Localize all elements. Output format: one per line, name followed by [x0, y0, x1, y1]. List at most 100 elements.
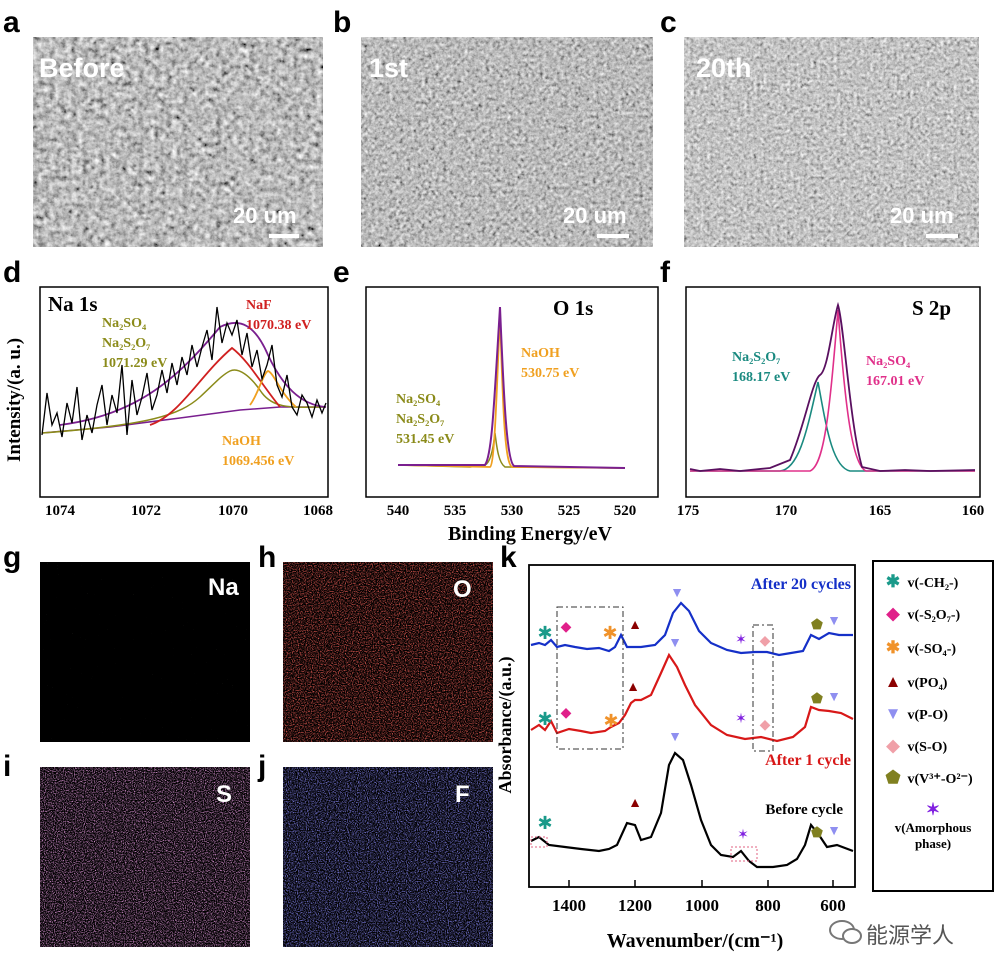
ftir-tick-800: 800 — [755, 896, 781, 915]
legend-label-po4: v(PO₄) — [907, 676, 948, 691]
sem-texture-before — [33, 37, 323, 247]
legend-label-po: v(P-O) — [907, 708, 948, 723]
tick-e-535: 535 — [444, 503, 467, 519]
edx-map-f: F — [283, 767, 493, 947]
marker-s2o7-1: ◆ — [561, 706, 572, 721]
fit-naoh-d — [249, 370, 297, 408]
ann-d-na2so4-3: 1071.29 eV — [102, 356, 167, 371]
tick-d-1070: 1070 — [218, 503, 248, 519]
tick-d-1074: 1074 — [45, 503, 76, 519]
ftir-ylabel: Absorbance/(a.u.) — [495, 656, 516, 793]
xps-ylabel: Intensity/(a. u.) — [4, 338, 25, 462]
sem-image-1st: 1st 20 um — [361, 37, 653, 247]
dashed-box-4 — [730, 846, 758, 862]
legend-label-so: v(S-O) — [907, 740, 948, 755]
panel-letter-f: f — [660, 256, 670, 289]
panel-letter-j: j — [258, 750, 267, 783]
ann-e-na2so4-3: 531.45 eV — [396, 432, 454, 447]
edx-map-o: O — [283, 562, 493, 742]
marker-po2-0: ▼ — [827, 824, 841, 839]
tick-e-525: 525 — [558, 503, 581, 519]
scale-text-a: 20 um — [233, 203, 297, 228]
legend-sym-ch2: ✱ — [885, 572, 901, 591]
ftir-xlabel: Wavenumber/(cm⁻¹) — [607, 930, 784, 952]
panel-letter-b: b — [333, 6, 352, 39]
ann-f-so4-2: 167.01 eV — [866, 374, 924, 389]
dashed-box-3 — [530, 836, 548, 848]
marker-so4-1: ✱ — [603, 711, 618, 731]
xps-title-e: O 1s — [553, 296, 593, 320]
scale-text-b: 20 um — [563, 203, 627, 228]
legend-sym-vo: ⬟ — [885, 768, 901, 787]
edx-map-s: S — [40, 767, 250, 947]
ftir-legend: ✱ v(-CH₂-) ◆ v(-S₂O₇-) ✱ v(-SO₄-) ▲ v(PO… — [872, 560, 994, 892]
curve-label-20: After 20 cycles — [751, 576, 851, 593]
ann-d-naoh-1: NaOH — [222, 434, 261, 449]
ftir-frame — [528, 564, 856, 888]
marker-so-1: ◆ — [760, 718, 771, 733]
sem-label-1st: 1st — [369, 53, 409, 83]
xps-title-f: S 2p — [912, 296, 951, 320]
legend-item-po4: ▲ v(PO₄) — [882, 672, 948, 692]
tick-f-160: 160 — [962, 503, 985, 519]
ann-e-naoh-2: 530.75 eV — [521, 366, 579, 381]
ftir-tick-1200: 1200 — [618, 896, 652, 915]
ann-f-so4-1: Na₂SO₄ — [866, 354, 911, 369]
xps-panel-e: O 1s NaOH 530.75 eV Na₂SO₄ Na₂S₂O₇ 531.4… — [365, 286, 659, 519]
scale-bar-a — [269, 234, 299, 238]
legend-label-s2o7: v(-S₂O₇-) — [907, 608, 961, 623]
marker-po4-0: ▲ — [628, 796, 642, 811]
envelope-e — [398, 306, 626, 469]
legend-label-so4: v(-SO₄-) — [907, 642, 957, 657]
panel-letter-k: k — [500, 541, 517, 574]
curve-label-0: Before cycle — [765, 802, 843, 818]
xps-title-d: Na 1s — [48, 292, 98, 316]
sem-texture-1st — [361, 37, 653, 247]
envelope-f — [689, 301, 976, 472]
edx-map-na: Na — [40, 562, 250, 742]
legend-sym-so: ◆ — [886, 736, 900, 755]
sem-label-20th: 20th — [696, 53, 752, 83]
axes-frame-e — [365, 286, 659, 498]
tick-d-1072: 1072 — [131, 503, 161, 519]
tick-e-530: 530 — [501, 503, 524, 519]
envelope-d — [59, 322, 327, 426]
xps-figure: Intensity/(a. u.) Binding Energy/eV Na 1… — [4, 286, 985, 545]
xps-panel-f: S 2p Na₂S₂O₇ 168.17 eV Na₂SO₄ 167.01 eV … — [677, 286, 985, 519]
watermark-text: 能源学人 — [866, 924, 955, 949]
marker-so4-20: ✱ — [602, 623, 617, 643]
ann-d-naf-2: 1070.38 eV — [246, 318, 311, 333]
dashed-box-2 — [752, 624, 774, 752]
marker-amorph-1: ✶ — [735, 712, 747, 727]
fit-na2so4-d — [41, 369, 327, 434]
dashed-box-1 — [556, 606, 624, 750]
edx-label-s: S — [216, 781, 233, 808]
xps-panel-d: Na 1s Na₂SO₄ Na₂S₂O₇ 1071.29 eV NaF 1070… — [39, 286, 333, 519]
scale-text-c: 20 um — [890, 203, 954, 228]
ftir-chart: Absorbance/(a.u.) Wavenumber/(cm⁻¹) 1400… — [495, 564, 856, 952]
xps-xlabel: Binding Energy/eV — [448, 523, 612, 545]
marker-po-1: ▼ — [668, 636, 682, 651]
ann-f-s2o7-2: 168.17 eV — [732, 370, 790, 385]
raw-spectrum-d — [41, 306, 327, 441]
scale-bar-c — [926, 234, 958, 238]
panel-letter-g: g — [3, 541, 22, 574]
curve-label-1: After 1 cycle — [765, 752, 851, 769]
legend-label-vo: v(V³⁺-O²⁻) — [907, 772, 973, 787]
tick-e-520: 520 — [614, 503, 637, 519]
marker-vo-1: ⬟ — [811, 692, 823, 707]
ftir-tick-1400: 1400 — [552, 896, 586, 915]
edx-label-o: O — [453, 576, 472, 603]
panel-letter-d: d — [3, 256, 22, 289]
legend-item-amorph: ✶ v(Amorphous phase) — [874, 800, 992, 852]
sem-image-before: Before 20 um — [33, 37, 323, 247]
ann-e-na2so4-1: Na₂SO₄ — [396, 392, 441, 407]
marker-ch2-20: ✱ — [537, 623, 552, 643]
marker-po-20: ▼ — [670, 586, 684, 601]
legend-sym-amorph: ✶ — [925, 800, 941, 819]
marker-vo-0: ⬟ — [811, 826, 823, 841]
legend-item-po: ▼ v(P-O) — [882, 704, 948, 724]
panel-letter-c: c — [660, 6, 677, 39]
axes-frame-d — [39, 286, 329, 498]
fit-s2o7-f — [690, 381, 975, 472]
